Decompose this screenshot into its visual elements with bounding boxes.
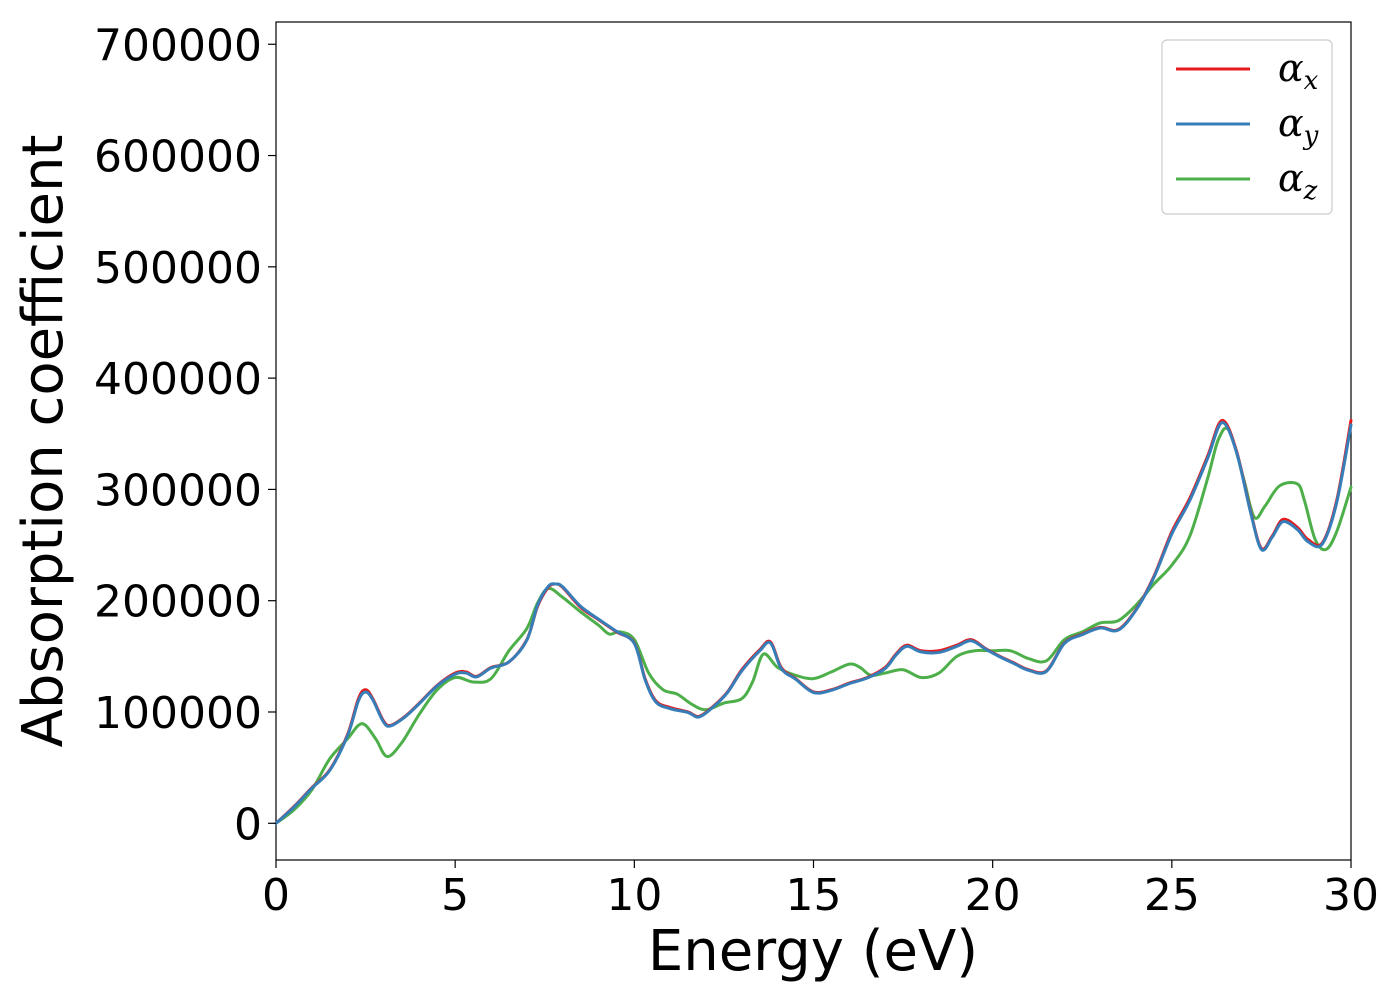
x-tick-label: 25 bbox=[1144, 870, 1200, 921]
y-tick-label: 600000 bbox=[94, 132, 262, 183]
y-tick-label: 500000 bbox=[94, 243, 262, 294]
x-axis: 0 5 10 15 20 25 30 bbox=[262, 860, 1379, 921]
legend-label-y: αy bbox=[1278, 101, 1319, 151]
series-layer bbox=[274, 418, 1353, 825]
x-tick-label: 30 bbox=[1323, 870, 1379, 921]
x-tick-label: 20 bbox=[965, 870, 1021, 921]
y-tick-label: 400000 bbox=[94, 354, 262, 405]
x-tick-label: 10 bbox=[606, 870, 662, 921]
series-line-x bbox=[274, 418, 1353, 825]
series-line-z bbox=[274, 426, 1353, 825]
x-tick-label: 15 bbox=[786, 870, 842, 921]
legend-label-z: αz bbox=[1278, 156, 1318, 206]
y-tick-label: 100000 bbox=[94, 688, 262, 739]
legend-label-x: αx bbox=[1278, 46, 1319, 96]
x-tick-label: 5 bbox=[441, 870, 469, 921]
y-axis: 0 100000 200000 300000 400000 500000 600000 700… bbox=[94, 20, 276, 850]
y-tick-label: 700000 bbox=[94, 20, 262, 71]
legend-frame bbox=[1161, 39, 1333, 215]
series-line-y bbox=[274, 421, 1353, 825]
y-tick-label: 200000 bbox=[94, 577, 262, 628]
y-axis-label: Absorption coefficient bbox=[11, 135, 76, 748]
y-tick-label: 0 bbox=[234, 799, 262, 850]
y-tick-label: 300000 bbox=[94, 465, 262, 516]
x-axis-label: Energy (eV) bbox=[648, 919, 978, 984]
x-tick-label: 0 bbox=[262, 870, 290, 921]
